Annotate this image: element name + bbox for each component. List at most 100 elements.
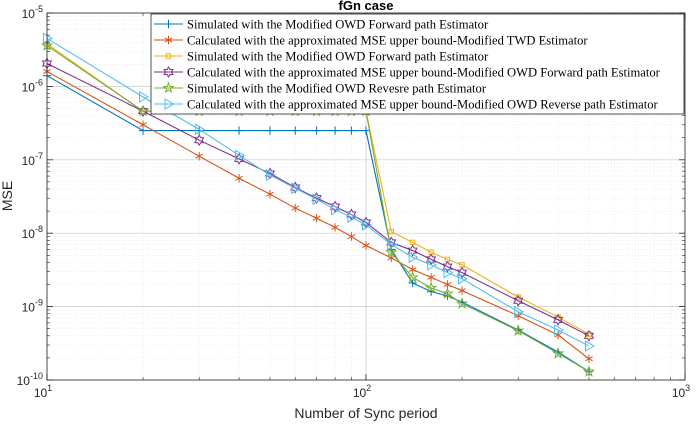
data-point	[331, 223, 339, 232]
data-point	[427, 273, 436, 282]
data-point-stroke	[139, 122, 147, 128]
data-point	[235, 149, 246, 162]
legend-entry-3: Simulated with the Modified OWD Forward …	[154, 50, 489, 64]
data-point	[455, 297, 469, 309]
series-line	[46, 37, 590, 347]
axis-ticks	[46, 12, 686, 381]
legend-entry-2: Calculated with the approximated MSE upp…	[154, 34, 588, 48]
y-tick-label: 10-8	[22, 224, 43, 241]
data-point	[582, 365, 596, 377]
data-point-stroke	[514, 313, 523, 319]
y-tick-label: 10-9	[22, 298, 43, 315]
legend-label: Simulated with the Modified OWD Forward …	[187, 18, 489, 32]
chart-title: fGn case	[339, 0, 394, 13]
data-point	[346, 208, 357, 221]
data-point	[266, 189, 274, 199]
data-point	[347, 232, 356, 241]
data-point	[233, 152, 245, 165]
data-point	[583, 329, 595, 342]
legend-marker	[164, 19, 173, 29]
series-4	[41, 57, 595, 342]
data-point	[361, 126, 371, 135]
legend-label: Simulated with the Modified OWD Forward …	[187, 50, 489, 64]
series-line	[46, 63, 590, 337]
data-point	[330, 126, 340, 135]
legend-label: Calculated with the approximated MSE upp…	[187, 34, 588, 48]
data-point-stroke	[443, 281, 452, 288]
legend-entry-6: Calculated with the approximated MSE upp…	[154, 98, 659, 112]
legend-label: Simulated with the Modified OWD Revesre …	[187, 82, 487, 96]
legend-marker	[163, 66, 174, 78]
data-point	[424, 281, 438, 294]
legend-marker	[165, 53, 172, 59]
data-point	[554, 324, 565, 336]
data-point	[265, 169, 276, 181]
y-tick-label: 10-6	[22, 77, 43, 94]
data-point	[312, 214, 321, 223]
data-point-stroke	[408, 266, 417, 273]
legend: Simulated with the Modified OWD Forward …	[150, 13, 685, 115]
legend-entry-5: Simulated with the Modified OWD Revesre …	[154, 81, 487, 96]
data-point-stroke	[554, 332, 562, 338]
data-point	[312, 126, 321, 135]
data-point	[385, 245, 398, 258]
data-point	[513, 294, 524, 307]
data-point	[234, 126, 244, 135]
data-point	[329, 200, 341, 213]
data-point	[554, 330, 562, 340]
data-point-stroke	[362, 242, 370, 249]
data-point	[362, 218, 372, 231]
data-point-stroke	[266, 191, 274, 197]
data-point	[291, 182, 302, 195]
data-point	[584, 340, 595, 352]
data-point	[551, 346, 565, 359]
data-point	[139, 120, 147, 129]
data-point	[388, 228, 394, 235]
series-line	[46, 75, 590, 373]
data-point-stroke	[291, 205, 300, 211]
y-tick-label: 10-5	[22, 4, 43, 21]
data-point	[362, 241, 370, 250]
data-point	[195, 151, 204, 161]
data-point	[347, 126, 356, 135]
data-point	[387, 253, 396, 263]
data-point	[552, 313, 564, 326]
data-point	[139, 90, 150, 103]
data-point	[407, 244, 418, 257]
data-point	[458, 286, 466, 295]
data-point	[195, 123, 206, 136]
legend-label: Calculated with the approximated MSE upp…	[187, 66, 661, 80]
legend-label: Calculated with the approximated MSE upp…	[187, 98, 659, 112]
data-point	[458, 272, 469, 285]
data-point	[427, 259, 438, 271]
data-point	[409, 239, 416, 246]
data-point-stroke	[427, 274, 436, 280]
series-line	[46, 70, 590, 360]
series-6	[43, 32, 595, 352]
data-point	[408, 278, 417, 288]
data-point	[312, 193, 323, 206]
data-point-stroke	[347, 234, 356, 240]
data-point	[235, 174, 243, 183]
data-point	[136, 104, 150, 117]
data-point-stroke	[585, 356, 593, 362]
data-point	[514, 311, 523, 320]
data-point	[585, 354, 593, 363]
data-point	[456, 266, 468, 279]
data-point	[443, 266, 454, 279]
data-point	[331, 203, 342, 216]
data-point	[406, 270, 419, 283]
data-point	[265, 126, 275, 135]
data-point	[387, 238, 398, 251]
x-tick-label: 103	[672, 383, 690, 400]
data-point-stroke	[387, 255, 396, 261]
data-point	[512, 324, 525, 336]
data-point-stroke	[195, 153, 204, 159]
data-point	[441, 287, 454, 299]
y-tick-label: 10-7	[22, 151, 43, 168]
legend-marker	[164, 98, 175, 110]
data-point-stroke	[458, 288, 466, 294]
legend-box	[150, 13, 685, 115]
data-point	[290, 181, 301, 194]
data-point-stroke	[331, 224, 339, 230]
